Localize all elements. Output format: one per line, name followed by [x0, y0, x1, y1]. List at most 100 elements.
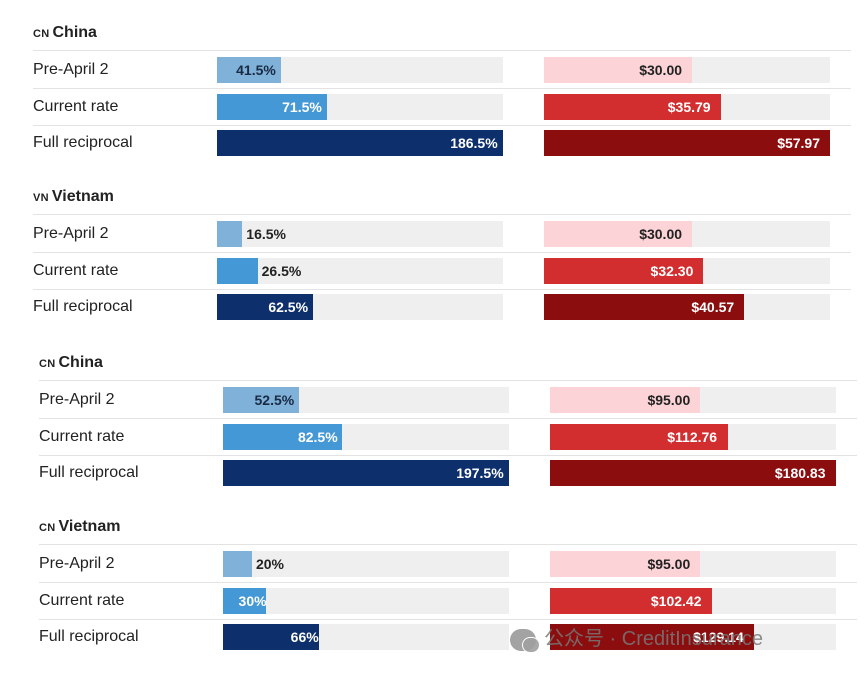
country-code: VN	[33, 192, 49, 204]
tariff-bar-track: 186.5%	[217, 130, 503, 156]
price-value-label: $95.00	[647, 556, 691, 572]
tariff-bar	[223, 587, 267, 614]
price-value-label: $180.83	[774, 465, 826, 481]
divider	[39, 544, 857, 545]
country-code: CN	[33, 28, 50, 40]
tariff-value-label: 26.5%	[261, 262, 302, 279]
price-value-label: $57.97	[777, 135, 821, 151]
price-bar	[544, 257, 704, 284]
tariff-bar	[217, 57, 281, 83]
price-bar	[550, 387, 701, 413]
price-bar	[550, 587, 712, 614]
price-bar	[544, 221, 692, 247]
price-value-label: $32.30	[650, 262, 694, 279]
tariff-value-label: 20%	[255, 556, 284, 572]
price-bar-track: $30.00	[544, 221, 830, 247]
tariff-bar-track: 16.5%	[217, 221, 503, 247]
tariff-value-label: 66%	[290, 629, 319, 645]
tariff-value-label: 82.5%	[297, 428, 338, 445]
price-value-label: $30.00	[639, 62, 683, 78]
row-label: Pre-April 2	[33, 225, 109, 242]
tariff-bar	[217, 294, 313, 320]
tariff-value-label: 62.5%	[268, 299, 309, 315]
tariff-bar-track: 26.5%	[217, 257, 503, 284]
section-title: VN Vietnam	[33, 186, 114, 208]
price-value-label: $112.76	[667, 428, 718, 445]
row-label: Pre-April 2	[39, 555, 115, 572]
divider	[33, 288, 851, 290]
tariff-bar-track: 82.5%	[223, 423, 509, 450]
price-bar-track: $112.76	[550, 423, 836, 450]
tariff-bar	[217, 257, 258, 284]
chart-panel: CN Vietnam Pre-April 2 20% $95.00 Current rat…	[39, 516, 857, 676]
price-bar	[550, 551, 701, 577]
divider	[33, 124, 851, 126]
divider	[33, 214, 851, 215]
tariff-bar-track: 66%	[223, 624, 509, 650]
price-value-label: $95.00	[647, 392, 691, 408]
wechat-icon	[510, 628, 540, 653]
divider	[39, 618, 857, 620]
row-label: Pre-April 2	[33, 61, 109, 78]
divider	[39, 380, 857, 381]
price-bar	[544, 93, 721, 120]
price-bar	[550, 460, 836, 486]
divider	[39, 582, 857, 583]
tariff-bar-track: 20%	[223, 551, 509, 577]
price-bar-track: $95.00	[550, 551, 836, 577]
row-label: Current rate	[33, 261, 119, 279]
row-label: Current rate	[39, 591, 125, 609]
tariff-bar-track: 62.5%	[217, 294, 503, 320]
tariff-bar	[223, 551, 252, 577]
tariff-value-label: 197.5%	[456, 465, 504, 481]
tariff-bar-track: 52.5%	[223, 387, 509, 413]
price-value-label: $40.57	[691, 299, 735, 315]
price-value-label: $102.42	[650, 592, 702, 609]
price-bar	[544, 57, 692, 83]
tariff-bar	[217, 130, 503, 156]
divider	[39, 454, 857, 456]
watermark-text: 公众号 · CreditInsurance	[544, 628, 763, 650]
country-name: Vietnam	[58, 518, 121, 535]
divider	[33, 252, 851, 253]
tariff-value-label: 52.5%	[254, 392, 295, 408]
price-bar-track: $35.79	[544, 93, 830, 120]
tariff-value-label: 16.5%	[246, 226, 286, 242]
tariff-bar-track: 30%	[223, 587, 509, 614]
price-bar-track: $129.14	[550, 624, 836, 650]
price-bar-track: $30.00	[544, 57, 830, 83]
price-bar-track: $57.97	[544, 130, 830, 156]
tariff-bar	[223, 387, 300, 413]
price-bar-track: $95.00	[550, 387, 836, 413]
tariff-value-label: 71.5%	[282, 98, 322, 115]
price-value-label: $30.00	[639, 226, 683, 242]
divider	[33, 50, 851, 51]
country-name: China	[58, 354, 103, 371]
chart-panel: CN China Pre-April 2 52.5% $95.00 Current rat…	[39, 352, 857, 512]
tariff-bar	[217, 221, 243, 247]
price-bar-track: $32.30	[544, 257, 830, 284]
price-value-label: $129.14	[693, 629, 744, 645]
country-name: China	[52, 24, 97, 41]
section-title: CN China	[39, 352, 103, 374]
chart-panel: CN China Pre-April 2 41.5% $30.00 Current rat…	[33, 22, 851, 182]
price-bar	[544, 130, 830, 156]
row-label: Full reciprocal	[39, 464, 139, 481]
price-bar-track: $40.57	[544, 294, 830, 320]
tariff-value-label: 186.5%	[450, 135, 498, 151]
country-code: CN	[39, 358, 56, 370]
price-bar-track: $180.83	[550, 460, 836, 486]
divider	[39, 418, 857, 419]
tariff-bar	[223, 624, 319, 650]
chart-panel: VN Vietnam Pre-April 2 16.5% $30.00 Current r…	[33, 186, 851, 346]
tariff-bar	[217, 93, 327, 120]
row-label: Current rate	[39, 427, 125, 445]
row-label: Pre-April 2	[39, 391, 115, 408]
price-bar	[550, 423, 729, 450]
price-bar-track: $102.42	[550, 587, 836, 614]
tariff-value-label: 30%	[238, 592, 267, 609]
row-label: Full reciprocal	[33, 298, 133, 315]
section-title: CN Vietnam	[39, 516, 120, 538]
section-title: CN China	[33, 22, 97, 44]
tariff-bar	[223, 423, 343, 450]
